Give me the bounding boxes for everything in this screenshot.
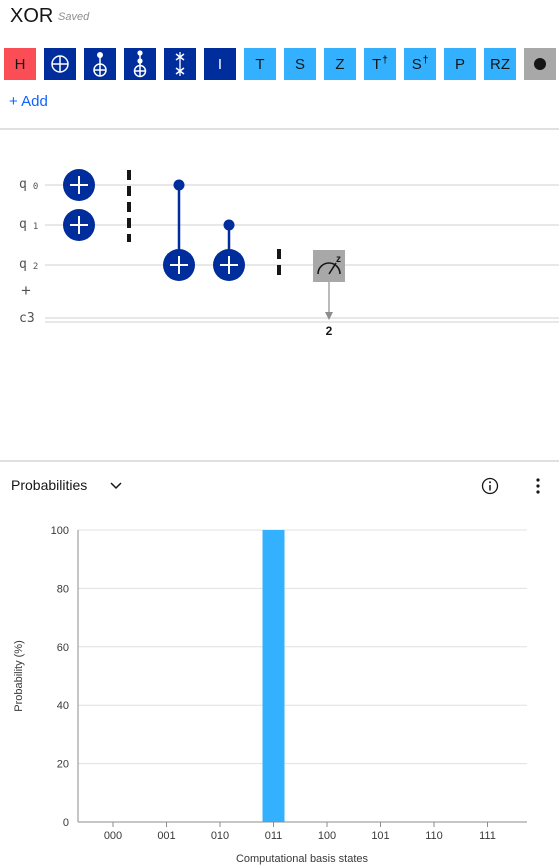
save-status: Saved	[58, 11, 90, 23]
rz-gate-button[interactable]: RZ	[484, 48, 516, 80]
s-gate-button[interactable]: S	[284, 48, 316, 80]
reset-gate-button[interactable]	[524, 48, 556, 80]
z-gate-button[interactable]: Z	[324, 48, 356, 80]
divider	[0, 128, 559, 130]
y-tick-label: 40	[57, 700, 69, 712]
circuit-canvas: z 2	[45, 169, 559, 338]
x-tick-label: 101	[371, 830, 389, 842]
measure-basis-label: z	[336, 254, 341, 265]
gate-label: S	[411, 55, 422, 73]
h-gate-button[interactable]: H	[4, 48, 36, 80]
identity-gate-button[interactable]: I	[204, 48, 236, 80]
x-axis-title: Computational basis states	[236, 853, 369, 865]
x-tick-label: 011	[265, 830, 283, 842]
cnot-gate-button[interactable]	[84, 48, 116, 80]
overflow-menu-icon[interactable]	[532, 477, 544, 495]
gate-label: P	[454, 55, 465, 73]
add-qubit-button[interactable]: +	[21, 281, 31, 300]
measure-gate[interactable]: z	[313, 250, 345, 320]
tdg-gate-button[interactable]: T †	[364, 48, 396, 80]
sdg-gate-button[interactable]: S †	[404, 48, 436, 80]
visualization-selector-label[interactable]: Probabilities	[11, 477, 88, 493]
gate-label: RZ	[490, 55, 510, 73]
classical-register-label: c3	[19, 311, 35, 326]
cnot-gate-q1-q2[interactable]	[213, 219, 245, 282]
gate-label: T	[372, 55, 382, 73]
gate-dagger: †	[422, 54, 429, 66]
gate-label: I	[217, 55, 223, 73]
add-gate-link[interactable]: + Add	[9, 93, 48, 110]
y-tick-label: 60	[57, 642, 69, 654]
dot-icon	[533, 57, 547, 71]
bar-011[interactable]	[262, 530, 285, 822]
cnot-icon	[90, 50, 110, 78]
phase-gate-button[interactable]: P	[444, 48, 476, 80]
x-tick-label: 001	[157, 830, 175, 842]
x-tick-label: 110	[425, 830, 443, 842]
x-tick-label: 111	[479, 830, 496, 842]
gate-label: H	[14, 55, 26, 73]
x-tick-label: 010	[211, 830, 229, 842]
toffoli-icon	[130, 49, 150, 79]
file-title[interactable]: XOR	[10, 5, 54, 27]
info-icon[interactable]	[481, 477, 499, 495]
not-icon	[50, 54, 70, 74]
swap-icon	[170, 50, 190, 78]
not-gate-button[interactable]	[44, 48, 76, 80]
y-axis-title: Probability (%)	[13, 640, 25, 712]
gate-label: Z	[335, 55, 345, 73]
divider	[0, 460, 559, 462]
measure-target-label: 2	[326, 324, 333, 338]
x-tick-label: 100	[318, 830, 336, 842]
gate-dagger: †	[382, 54, 388, 66]
t-gate-button[interactable]: T	[244, 48, 276, 80]
y-tick-label: 100	[51, 525, 69, 537]
y-tick-label: 20	[57, 759, 69, 771]
toffoli-gate-button[interactable]	[124, 48, 156, 80]
cnot-gate-q0-q2[interactable]	[163, 179, 195, 282]
swap-gate-button[interactable]	[164, 48, 196, 80]
gate-label: T	[255, 55, 265, 73]
x-tick-label: 000	[104, 830, 122, 842]
not-gate-q0[interactable]	[63, 169, 95, 201]
gate-label: S	[294, 55, 305, 73]
chevron-down-icon[interactable]	[108, 478, 124, 494]
y-tick-label: 0	[63, 817, 69, 829]
header: XOR Saved	[0, 0, 559, 36]
y-tick-label: 80	[57, 583, 69, 595]
not-gate-q1[interactable]	[63, 209, 95, 241]
